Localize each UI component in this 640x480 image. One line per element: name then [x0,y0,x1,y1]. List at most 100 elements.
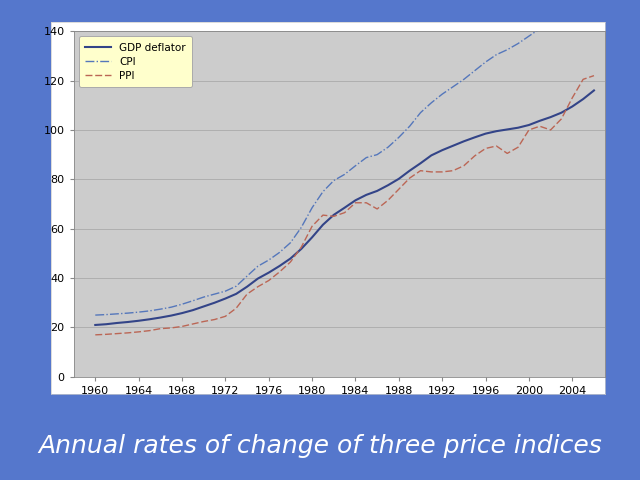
PPI [579,76,587,82]
CPI [340,171,348,177]
PPI [557,116,565,122]
GDP deflator [319,222,327,228]
GDP deflator [504,127,511,132]
PPI [568,95,576,101]
PPI [417,168,424,174]
PPI [200,319,207,324]
CPI [221,288,229,294]
CPI [351,163,359,168]
CPI [406,123,413,129]
GDP deflator [157,315,164,321]
CPI [298,225,305,230]
PPI [298,244,305,250]
GDP deflator [102,321,110,327]
GDP deflator [146,316,154,322]
CPI [417,110,424,116]
GDP deflator [438,147,446,153]
GDP deflator [221,296,229,301]
GDP deflator [460,138,468,144]
GDP deflator [135,318,143,324]
GDP deflator [124,319,132,325]
GDP deflator [340,205,348,211]
Text: Annual rates of change of three price indices: Annual rates of change of three price in… [38,434,602,458]
PPI [438,169,446,175]
PPI [460,163,468,168]
GDP deflator [167,312,175,318]
PPI [493,143,500,149]
PPI [362,200,370,205]
GDP deflator [590,87,598,93]
CPI [265,257,273,263]
PPI [92,332,99,338]
PPI [308,223,316,229]
GDP deflator [178,310,186,316]
Legend: GDP deflator, CPI, PPI: GDP deflator, CPI, PPI [79,36,192,87]
PPI [146,328,154,334]
PPI [504,151,511,156]
CPI [92,312,99,318]
PPI [189,321,196,327]
CPI [504,47,511,53]
CPI [102,312,110,317]
GDP deflator [298,246,305,252]
PPI [221,313,229,319]
CPI [482,59,490,65]
PPI [265,277,273,283]
PPI [178,324,186,329]
GDP deflator [557,110,565,116]
GDP deflator [547,114,554,120]
GDP deflator [417,160,424,166]
CPI [568,0,576,3]
PPI [428,169,435,175]
GDP deflator [384,182,392,188]
CPI [276,250,284,255]
CPI [384,144,392,150]
GDP deflator [362,192,370,198]
PPI [384,197,392,203]
PPI [525,127,532,133]
PPI [351,200,359,205]
GDP deflator [373,188,381,194]
GDP deflator [525,122,532,128]
GDP deflator [200,303,207,309]
CPI [471,68,479,73]
PPI [547,127,554,133]
PPI [287,259,294,265]
CPI [330,178,338,183]
CPI [525,33,532,39]
CPI [178,301,186,307]
PPI [124,330,132,336]
GDP deflator [330,212,338,218]
PPI [232,305,240,311]
PPI [254,284,262,289]
Line: PPI: PPI [95,76,594,335]
PPI [157,326,164,332]
CPI [124,310,132,316]
GDP deflator [514,125,522,131]
GDP deflator [449,143,457,149]
Line: GDP deflator: GDP deflator [95,90,594,325]
GDP deflator [211,300,218,306]
CPI [395,134,403,140]
PPI [319,212,327,218]
CPI [254,264,262,269]
Line: CPI: CPI [95,0,594,315]
GDP deflator [287,256,294,262]
GDP deflator [276,263,284,269]
PPI [113,331,121,336]
PPI [590,73,598,79]
CPI [373,152,381,157]
CPI [449,84,457,90]
CPI [557,10,565,15]
PPI [536,123,543,129]
GDP deflator [395,176,403,182]
GDP deflator [243,284,251,289]
PPI [243,291,251,297]
GDP deflator [406,168,413,174]
GDP deflator [536,118,543,124]
PPI [135,329,143,335]
CPI [189,298,196,304]
PPI [514,144,522,150]
PPI [102,332,110,337]
PPI [211,317,218,323]
